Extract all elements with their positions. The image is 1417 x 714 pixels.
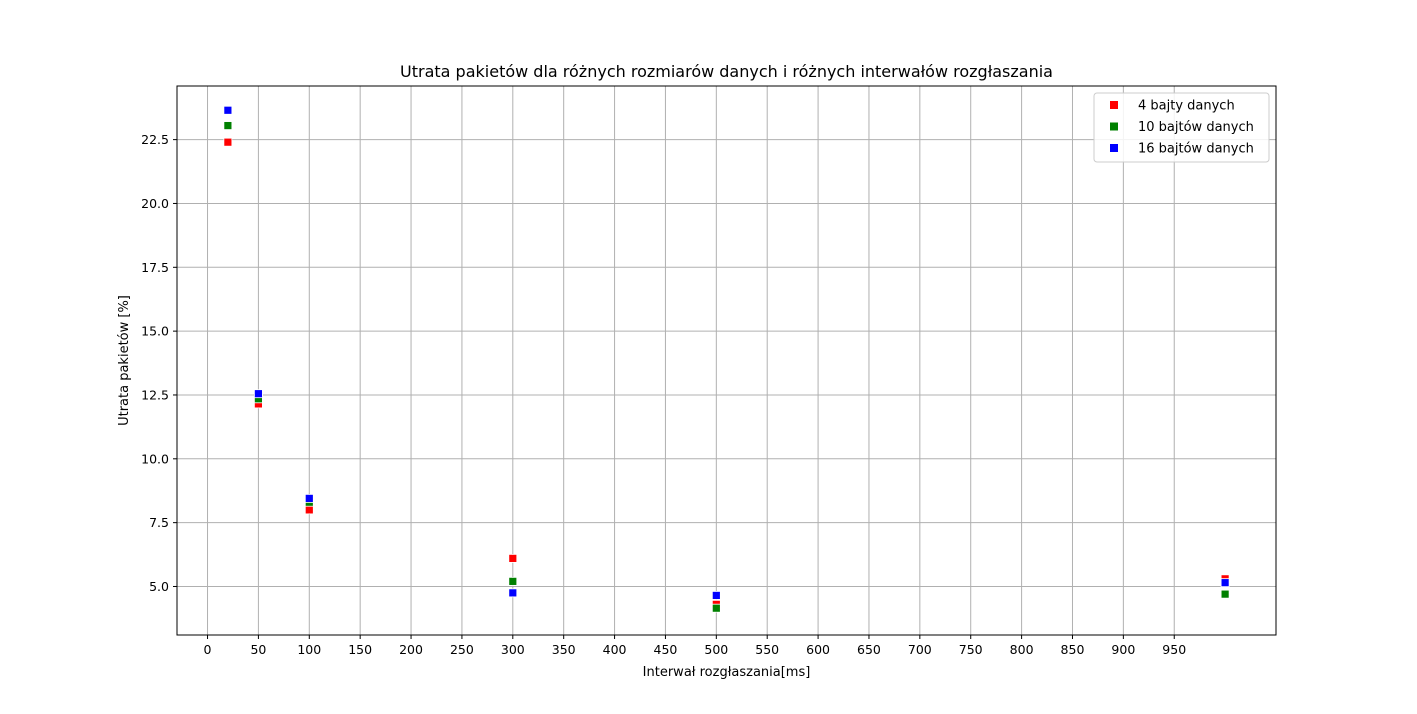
x-tick-label: 500 — [704, 642, 728, 657]
legend-label: 4 bajty danych — [1138, 99, 1235, 114]
data-point — [223, 137, 233, 147]
legend: 4 bajty danych 10 bajtów danych 16 bajtów … — [1093, 92, 1270, 163]
y-tick-label: 20.0 — [141, 196, 169, 211]
x-tick-label: 850 — [1061, 642, 1085, 657]
x-tick-label: 450 — [654, 642, 678, 657]
data-point — [223, 105, 233, 115]
x-tick-label: 950 — [1162, 642, 1186, 657]
legend-box — [1093, 92, 1270, 163]
x-tick-label: 200 — [399, 642, 423, 657]
x-tick-label: 550 — [755, 642, 779, 657]
x-axis-ticks: 0 50 100 150 200 250 300 350 400 450 500 550 600 650 7… — [204, 635, 1186, 657]
legend-label: 16 bajtów danych — [1138, 142, 1254, 157]
data-point — [508, 576, 518, 586]
x-tick-label: 50 — [250, 642, 266, 657]
data-point — [1220, 578, 1230, 588]
x-tick-label: 0 — [204, 642, 212, 657]
y-tick-label: 10.0 — [141, 451, 169, 466]
y-tick-label: 15.0 — [141, 324, 169, 339]
x-tick-label: 800 — [1010, 642, 1034, 657]
data-point — [304, 493, 314, 503]
grid-lines — [177, 86, 1276, 635]
data-points — [223, 105, 1230, 613]
x-tick-label: 900 — [1111, 642, 1135, 657]
data-point — [254, 389, 263, 399]
series-3 — [223, 105, 1230, 600]
series-2 — [223, 121, 1230, 613]
series-1 — [223, 137, 1230, 609]
legend-marker — [1110, 101, 1118, 109]
data-point — [223, 121, 233, 130]
data-point — [711, 603, 721, 613]
x-tick-label: 300 — [501, 642, 525, 657]
y-axis-ticks: 5.0 7.5 10.0 12.5 15.0 17.5 20.0 22.5 — [141, 132, 177, 594]
x-tick-label: 400 — [603, 642, 627, 657]
data-point — [508, 588, 518, 598]
y-tick-label: 12.5 — [141, 387, 169, 402]
x-tick-label: 150 — [348, 642, 372, 657]
y-tick-label: 17.5 — [141, 260, 169, 275]
y-tick-label: 22.5 — [141, 132, 169, 147]
y-axis-label: Utrata pakietów [%] — [117, 295, 132, 426]
data-point — [304, 505, 314, 515]
x-tick-label: 700 — [908, 642, 932, 657]
x-axis-label: Interwał rozgłaszania[ms] — [643, 665, 811, 680]
data-point — [711, 591, 721, 600]
x-tick-label: 100 — [297, 642, 321, 657]
plot-frame — [176, 85, 1277, 636]
x-tick-label: 350 — [552, 642, 576, 657]
data-point — [508, 553, 518, 563]
legend-marker — [1110, 144, 1118, 152]
chart-title: Utrata pakietów dla różnych rozmiarów da… — [400, 62, 1053, 81]
x-tick-label: 250 — [450, 642, 474, 657]
x-tick-label: 750 — [959, 642, 983, 657]
legend-marker — [1110, 122, 1118, 131]
data-point — [1220, 589, 1230, 599]
legend-label: 10 bajtów danych — [1138, 120, 1254, 135]
y-tick-label: 5.0 — [149, 579, 169, 594]
x-tick-label: 650 — [857, 642, 881, 657]
x-tick-label: 600 — [806, 642, 830, 657]
y-tick-label: 7.5 — [149, 515, 169, 530]
